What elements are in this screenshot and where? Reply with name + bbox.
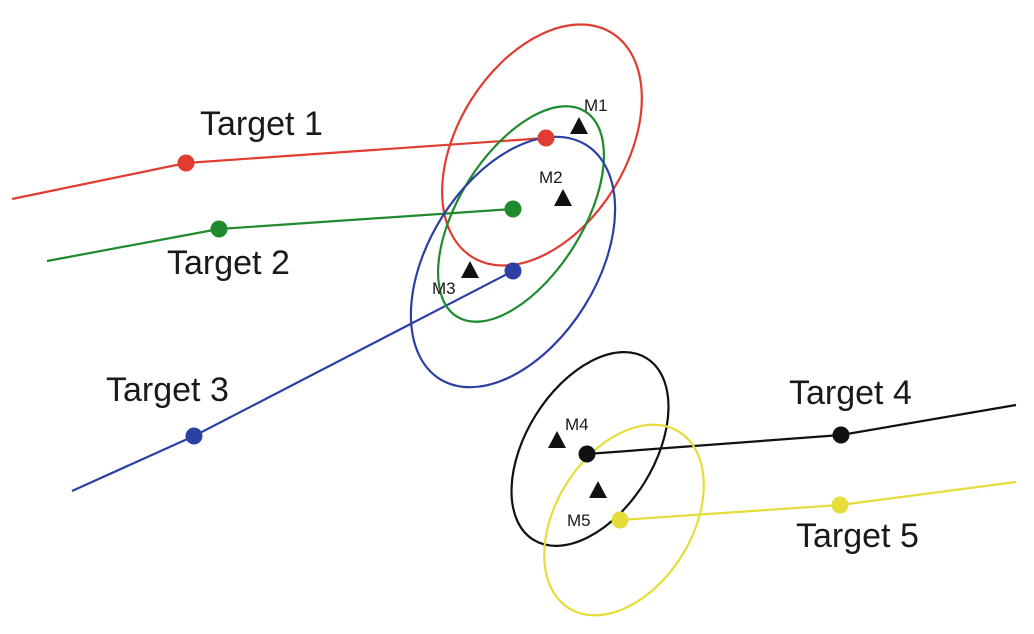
measurement-5-label: M5 <box>567 511 591 530</box>
target-4-label: Target 4 <box>789 374 912 412</box>
target-5-point <box>611 511 629 529</box>
target-5-gate <box>543 423 705 617</box>
target-1-gate <box>441 23 643 267</box>
target-3-label: Target 3 <box>106 371 229 409</box>
target-4-point <box>578 445 596 463</box>
target-1-point <box>177 154 195 172</box>
target-1-label: Target 1 <box>200 105 323 143</box>
target-1-track <box>11 136 547 201</box>
measurement-2-label: M2 <box>539 168 563 187</box>
target-2-label: Target 2 <box>167 244 290 282</box>
target-5-label: Target 5 <box>796 517 919 555</box>
target-4-gate <box>510 351 670 547</box>
target-5-track <box>619 480 1017 522</box>
measurement-2-marker <box>554 189 572 206</box>
target-2-point <box>210 220 228 238</box>
target-3-point <box>185 427 203 445</box>
target-3-point <box>504 262 522 280</box>
target-4-track <box>586 403 1017 456</box>
measurement-3-label: M3 <box>432 279 456 298</box>
target-4-point <box>832 426 850 444</box>
target-5-point <box>831 496 849 514</box>
target-2-point <box>504 200 522 218</box>
measurement-5-marker <box>589 481 607 498</box>
target-1-point <box>537 129 555 147</box>
target-3-gate <box>409 135 617 389</box>
measurement-1-marker <box>570 117 588 134</box>
measurement-3-marker <box>461 261 479 278</box>
measurement-1-label: M1 <box>584 96 608 115</box>
measurement-4-label: M4 <box>565 415 589 434</box>
measurement-4-marker <box>548 431 566 448</box>
target-2-gate <box>436 105 606 323</box>
